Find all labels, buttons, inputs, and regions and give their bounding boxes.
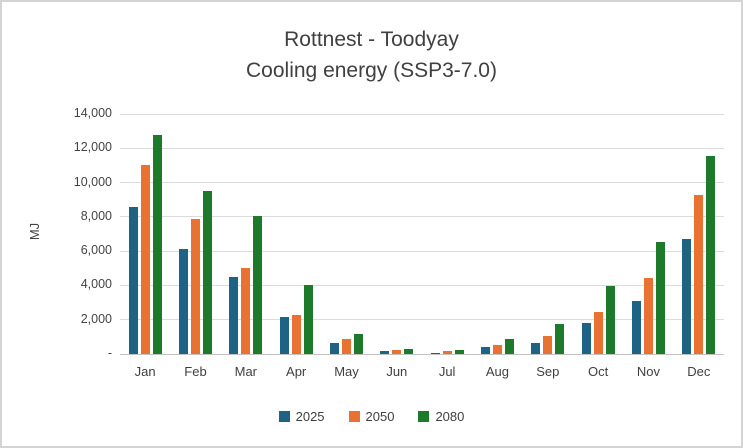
bar-groups (120, 114, 724, 354)
y-tick-label: 12,000 (73, 140, 112, 155)
legend-label-2025: 2025 (295, 409, 325, 424)
legend-label-2050: 2050 (365, 409, 395, 424)
x-tick-label-jan: Jan (134, 364, 156, 379)
bar-2050-mar (241, 268, 251, 354)
bar-2050-oct (593, 312, 603, 354)
bar-2080-jun (404, 349, 414, 354)
bar-group-sep (523, 114, 573, 354)
x-tick-label-nov: Nov (636, 364, 660, 379)
x-axis-line (120, 353, 724, 355)
gridline (120, 113, 724, 115)
bar-group-nov (623, 114, 673, 354)
bar-2080-jan (152, 135, 162, 354)
y-tick-label: 6,000 (80, 243, 112, 258)
bar-2050-aug (492, 345, 502, 354)
x-axis-labels: Jan Feb Mar Apr May Jun Jul Aug Sep Oct Nov Dec (120, 364, 724, 379)
gridline (120, 147, 724, 149)
bar-2080-feb (202, 191, 212, 354)
bar-group-jan (120, 114, 170, 354)
bar-2025-may (329, 343, 339, 354)
bar-2050-dec (694, 195, 704, 354)
gridline (120, 284, 724, 286)
bar-2050-jan (140, 165, 150, 354)
x-tick-label-oct: Oct (588, 364, 609, 379)
bar-group-dec (674, 114, 724, 354)
bar-2050-may (341, 339, 351, 354)
bar-group-jun (372, 114, 422, 354)
bar-2025-feb (178, 249, 188, 354)
x-tick-label-mar: Mar (234, 364, 258, 379)
bar-group-jul (422, 114, 472, 354)
bar-2025-jan (128, 207, 138, 354)
bar-2080-sep (555, 324, 565, 354)
legend-item-2080: 2080 (418, 409, 464, 424)
y-axis-title: MJ (27, 222, 43, 241)
bar-2080-mar (253, 216, 263, 354)
bar-2050-jun (392, 350, 402, 354)
bar-2080-oct (605, 286, 615, 354)
bar-2080-apr (303, 285, 313, 354)
x-tick-label-may: May (334, 364, 359, 379)
bar-2050-feb (190, 219, 200, 354)
bar-2080-dec (706, 156, 716, 354)
bar-group-oct (573, 114, 623, 354)
bar-2025-jul (430, 353, 440, 354)
bar-2025-dec (682, 239, 692, 354)
x-tick-label-feb: Feb (184, 364, 207, 379)
bar-group-aug (472, 114, 522, 354)
legend-swatch-2050 (348, 411, 360, 422)
bar-2080-jul (454, 350, 464, 354)
bar-2025-sep (531, 343, 541, 354)
bar-2050-nov (643, 278, 653, 354)
bar-2025-nov (631, 301, 641, 354)
bar-2050-apr (291, 315, 301, 354)
bar-2080-aug (504, 339, 514, 354)
legend-item-2050: 2050 (348, 409, 395, 424)
bar-2025-jun (380, 351, 390, 354)
legend: 2025 2050 2080 (2, 409, 741, 424)
x-tick-label-aug: Aug (485, 364, 510, 379)
chart-title: Rottnest - Toodyay Cooling energy (SSP3-… (2, 24, 741, 86)
x-tick-label-sep: Sep (536, 364, 560, 379)
bar-2050-sep (543, 336, 553, 354)
bar-2025-apr (279, 317, 289, 354)
bar-2050-jul (442, 351, 452, 354)
gridline (120, 216, 724, 218)
chart-title-line2: Cooling energy (SSP3-7.0) (246, 59, 497, 82)
bar-2025-mar (229, 277, 239, 354)
bar-2080-nov (655, 242, 665, 354)
y-tick-label: 14,000 (73, 106, 112, 120)
plot-area (120, 113, 724, 355)
bar-group-may (321, 114, 371, 354)
y-tick-label: 10,000 (73, 174, 112, 189)
y-tick-label: 4,000 (80, 277, 112, 292)
gridline (120, 250, 724, 252)
chart-title-line1: Rottnest - Toodyay (284, 28, 459, 51)
gridline (120, 319, 724, 321)
bar-group-apr (271, 114, 321, 354)
bar-2080-may (353, 334, 363, 354)
legend-swatch-2025 (278, 411, 290, 422)
legend-swatch-2080 (418, 411, 430, 422)
gridline (120, 182, 724, 184)
legend-item-2025: 2025 (278, 409, 325, 424)
y-tick-label: - (107, 346, 112, 360)
bar-2025-oct (581, 323, 591, 354)
x-tick-label-jul: Jul (438, 364, 456, 379)
y-tick-label: 8,000 (80, 208, 112, 223)
bar-2025-aug (480, 347, 490, 354)
y-tick-label: 2,000 (80, 311, 112, 326)
x-tick-label-apr: Apr (286, 364, 307, 379)
bar-group-mar (221, 114, 271, 354)
x-tick-label-jun: Jun (386, 364, 408, 379)
x-tick-label-dec: Dec (687, 364, 711, 379)
legend-label-2080: 2080 (435, 409, 465, 424)
bar-group-feb (170, 114, 220, 354)
